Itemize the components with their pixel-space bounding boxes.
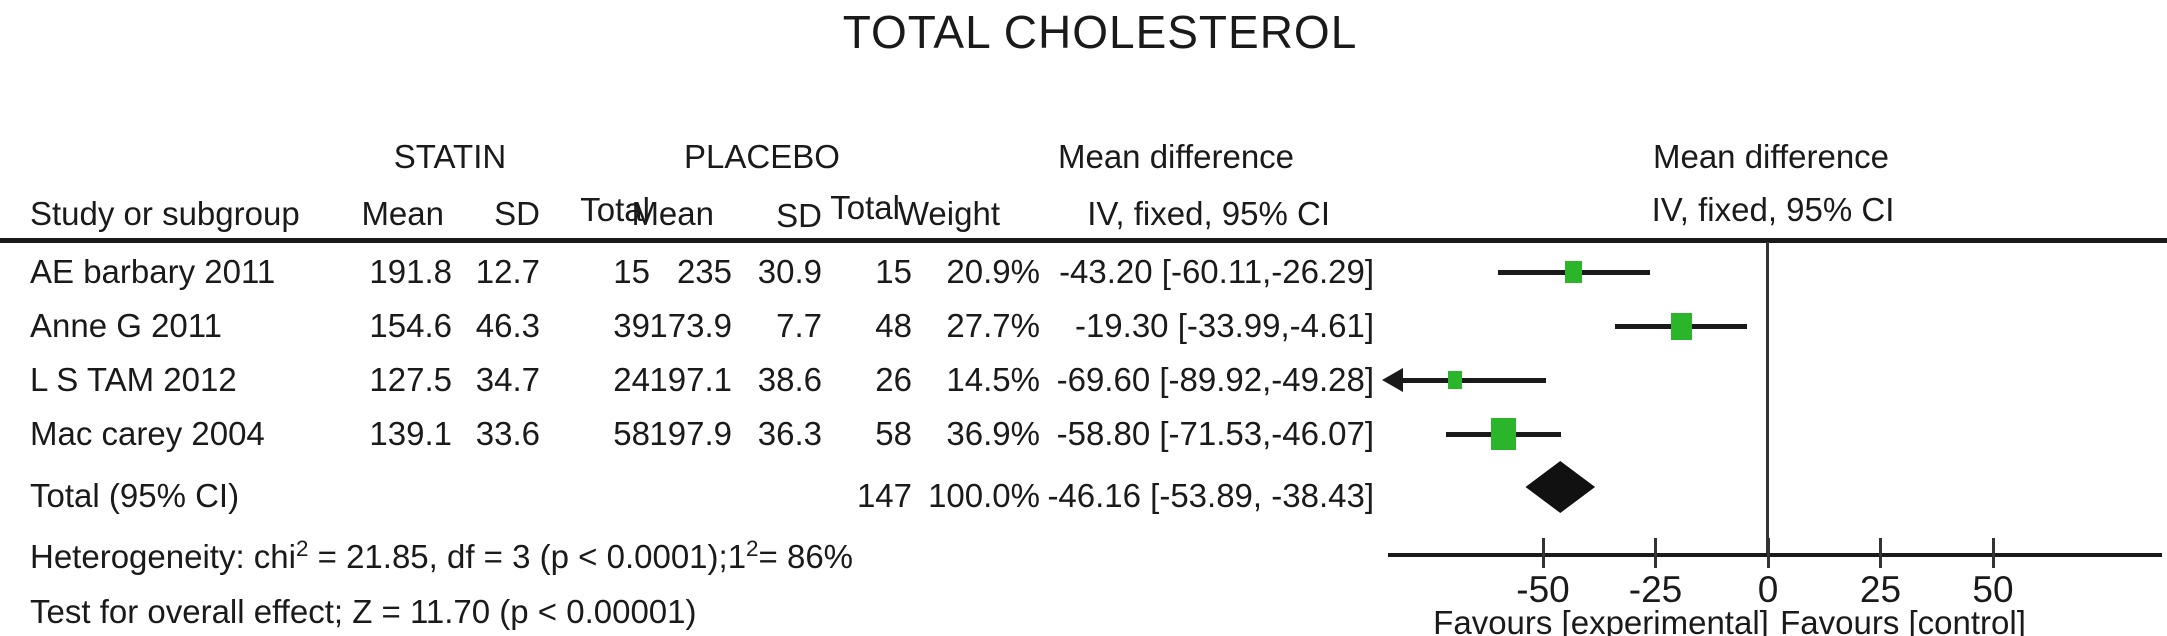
total-row-weight: 100.0% <box>928 477 1040 514</box>
study-cell-total2: 58 <box>875 415 912 452</box>
study-cell-weight: 36.9% <box>946 415 1040 452</box>
ci-left-arrow-icon <box>1382 368 1403 392</box>
study-cell-weight: 27.7% <box>946 307 1040 344</box>
effect-marker <box>1447 371 1462 389</box>
study-cell-total1: 58 <box>613 415 650 452</box>
zero-reference-line <box>1766 242 1769 555</box>
study-cell-total1: 24 <box>613 361 650 398</box>
study-cell-sd1: 12.7 <box>475 253 540 290</box>
het-part: Heterogeneity: chi <box>30 538 296 575</box>
study-cell-mean1: 191.8 <box>369 253 452 290</box>
effect-marker <box>1565 261 1583 283</box>
group-header-mean-difference-right: Mean difference <box>1652 138 1890 175</box>
study-cell-weight: 14.5% <box>946 361 1040 398</box>
study-cell-sd1: 46.3 <box>475 307 540 344</box>
effect-marker <box>1670 312 1692 340</box>
effect-marker <box>1490 418 1516 450</box>
study-cell-sd1: 34.7 <box>475 361 540 398</box>
axis-tick-label: -25 <box>1628 569 1683 610</box>
heterogeneity-note: Heterogeneity: chi2 = 21.85, df = 3 (p <… <box>30 536 853 576</box>
study-cell-ci: -69.60 [-89.92,-49.28] <box>1056 361 1374 398</box>
axis-tick-label: -50 <box>1516 569 1570 610</box>
study-cell-mean1: 127.5 <box>369 361 452 398</box>
favours-left-label: Favours [experimental] <box>1433 604 1769 636</box>
x-axis-line <box>1388 553 2162 557</box>
col-header-weight: Weight <box>897 195 1000 232</box>
col-header-iv-ci-right: IV, fixed, 95% CI <box>1651 191 1895 228</box>
study-cell-total2: 48 <box>875 307 912 344</box>
study-cell-sd2: 7.7 <box>776 307 822 344</box>
het-sup: 2 <box>295 536 309 561</box>
study-cell-sd1: 33.6 <box>475 415 540 452</box>
group-header-placebo: PLACEBO <box>684 138 840 175</box>
col-header-total-placebo: Total <box>830 189 900 226</box>
study-cell-mean2: 197.9 <box>649 415 732 452</box>
favours-right-label: Favours [control] <box>1780 604 2026 636</box>
header-separator-line <box>0 238 2167 243</box>
col-header-study: Study or subgroup <box>30 195 300 232</box>
study-cell-ci: -58.80 [-71.53,-46.07] <box>1056 415 1374 452</box>
col-header-total-statin: Total <box>580 191 650 228</box>
study-cell-name: L S TAM 2012 <box>30 361 237 398</box>
het-part: = 21.85, df = 3 (p < 0.0001);1 <box>308 538 747 575</box>
ci-line <box>1402 378 1547 383</box>
total-row-label: Total (95% CI) <box>30 477 240 514</box>
summary-diamond <box>1525 461 1596 513</box>
axis-tick-label: 25 <box>1859 569 1902 610</box>
axis-tick <box>1654 538 1657 568</box>
axis-tick <box>1991 538 1995 568</box>
study-cell-ci: -19.30 [-33.99,-4.61] <box>1074 307 1374 344</box>
study-cell-mean1: 139.1 <box>369 415 452 452</box>
study-cell-total1: 39 <box>613 307 650 344</box>
study-cell-total2: 15 <box>875 253 912 290</box>
study-cell-mean2: 235 <box>676 253 732 290</box>
het-sup: 2 <box>746 536 759 561</box>
page-title: TOTAL CHOLESTEROL <box>842 6 1358 58</box>
study-cell-mean2: 173.9 <box>649 307 732 344</box>
study-cell-name: Mac carey 2004 <box>30 415 265 452</box>
group-header-statin: STATIN <box>393 138 507 175</box>
axis-tick-label: 0 <box>1757 569 1779 610</box>
study-cell-ci: -43.20 [-60.11,-26.29] <box>1059 253 1374 290</box>
col-header-mean-placebo: Mean <box>631 195 714 232</box>
study-cell-total1: 15 <box>613 253 650 290</box>
study-cell-weight: 20.9% <box>946 253 1040 290</box>
group-header-mean-difference-left: Mean difference <box>1057 138 1295 175</box>
axis-tick <box>1541 538 1545 568</box>
total-row-n: 147 <box>856 477 912 514</box>
study-cell-sd2: 36.3 <box>757 415 822 452</box>
col-header-sd-placebo: SD <box>776 197 822 234</box>
total-row-ci: -46.16 [-53.89, -38.43] <box>1047 477 1374 514</box>
col-header-iv-ci-left: IV, fixed, 95% CI <box>1087 195 1330 232</box>
overall-effect-note: Test for overall effect; Z = 11.70 (p < … <box>30 593 697 630</box>
study-cell-mean1: 154.6 <box>369 307 452 344</box>
col-header-sd-statin: SD <box>494 195 540 232</box>
study-cell-total2: 26 <box>875 361 912 398</box>
study-cell-sd2: 30.9 <box>757 253 822 290</box>
study-cell-sd2: 38.6 <box>757 361 822 398</box>
axis-tick-label: 50 <box>1972 569 2014 610</box>
study-cell-name: AE barbary 2011 <box>30 253 276 290</box>
study-cell-name: Anne G 2011 <box>30 307 223 344</box>
axis-tick <box>1879 538 1882 568</box>
het-part: = 86% <box>758 538 854 575</box>
study-cell-mean2: 197.1 <box>649 361 732 398</box>
axis-tick <box>1766 538 1770 568</box>
col-header-mean-statin: Mean <box>361 195 444 232</box>
